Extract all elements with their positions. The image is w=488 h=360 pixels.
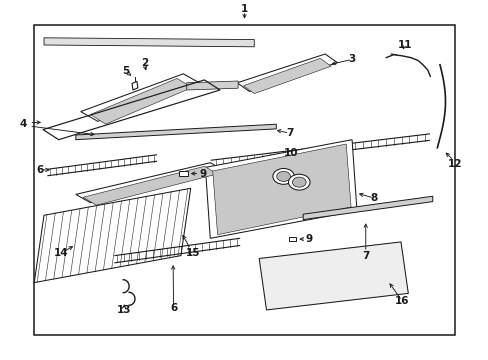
Text: 4: 4 bbox=[19, 119, 27, 129]
Text: 7: 7 bbox=[285, 128, 293, 138]
Bar bbox=[179, 171, 187, 176]
Polygon shape bbox=[81, 74, 200, 121]
Polygon shape bbox=[243, 58, 330, 94]
Text: 9: 9 bbox=[305, 234, 312, 244]
Text: 6: 6 bbox=[170, 303, 177, 313]
Text: 14: 14 bbox=[54, 248, 69, 258]
Text: 6: 6 bbox=[37, 165, 43, 175]
Text: 7: 7 bbox=[361, 251, 369, 261]
Polygon shape bbox=[186, 81, 238, 90]
Circle shape bbox=[272, 168, 294, 184]
Polygon shape bbox=[259, 242, 407, 310]
Text: 8: 8 bbox=[370, 193, 377, 203]
Text: 10: 10 bbox=[284, 148, 298, 158]
Polygon shape bbox=[303, 196, 432, 220]
Polygon shape bbox=[76, 124, 276, 140]
Circle shape bbox=[292, 177, 305, 187]
Polygon shape bbox=[83, 166, 217, 205]
Text: 15: 15 bbox=[185, 248, 200, 258]
Polygon shape bbox=[76, 163, 224, 203]
Bar bbox=[34, 25, 454, 335]
Text: 3: 3 bbox=[348, 54, 355, 64]
Polygon shape bbox=[237, 54, 337, 91]
Polygon shape bbox=[44, 38, 254, 47]
Text: 16: 16 bbox=[394, 296, 408, 306]
Text: 13: 13 bbox=[116, 305, 131, 315]
Bar bbox=[288, 237, 296, 241]
Text: 5: 5 bbox=[122, 66, 129, 76]
Text: 1: 1 bbox=[241, 4, 247, 14]
Polygon shape bbox=[205, 140, 356, 238]
Circle shape bbox=[276, 171, 290, 181]
Polygon shape bbox=[212, 144, 350, 235]
Text: 9: 9 bbox=[199, 168, 206, 179]
Polygon shape bbox=[132, 81, 138, 90]
Text: 11: 11 bbox=[397, 40, 411, 50]
Circle shape bbox=[288, 174, 309, 190]
Polygon shape bbox=[90, 78, 192, 124]
Text: 12: 12 bbox=[447, 159, 461, 169]
Text: 2: 2 bbox=[141, 58, 147, 68]
